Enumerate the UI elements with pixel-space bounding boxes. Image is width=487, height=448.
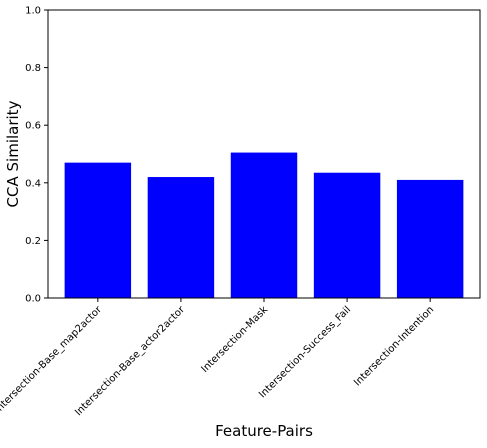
y-axis-ticks: 0.0 0.2 0.4 0.6 0.8 1.0	[25, 6, 48, 305]
y-tick-label: 0.8	[25, 63, 41, 74]
bar-3	[313, 172, 381, 298]
bar-4	[396, 179, 464, 298]
y-tick-label: 0.6	[25, 121, 41, 132]
x-tick-label: Intersection-Mask	[200, 304, 271, 375]
bar-0	[64, 162, 132, 298]
x-axis-label: Feature-Pairs	[215, 422, 313, 440]
x-axis-ticks: Intersection-Base_map2actorIntersection-…	[0, 298, 436, 418]
y-tick-label: 1.0	[25, 6, 41, 17]
y-tick-label: 0.4	[25, 178, 41, 189]
x-tick-label: Intersection-Success_Fail	[257, 304, 353, 400]
bar-2	[230, 152, 298, 298]
y-axis-label: CCA Similarity	[4, 100, 22, 207]
y-tick-label: 0.2	[25, 236, 41, 247]
plot-frame	[47, 9, 481, 299]
x-tick-label: Intersection-Intention	[352, 304, 436, 388]
y-tick-label: 0.0	[25, 294, 41, 305]
bars-layer	[64, 152, 464, 298]
bar-1	[147, 177, 215, 298]
